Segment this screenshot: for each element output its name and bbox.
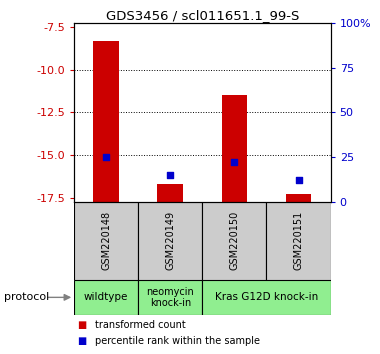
Text: protocol: protocol <box>4 292 49 302</box>
Text: ■: ■ <box>78 320 90 330</box>
Text: neomycin
knock-in: neomycin knock-in <box>146 286 194 308</box>
Bar <box>74 202 138 280</box>
Text: GSM220148: GSM220148 <box>101 211 111 270</box>
Text: transformed count: transformed count <box>95 320 186 330</box>
Text: GSM220151: GSM220151 <box>293 211 304 270</box>
Bar <box>266 202 331 280</box>
Bar <box>222 95 247 202</box>
Point <box>103 154 109 160</box>
Text: Kras G12D knock-in: Kras G12D knock-in <box>215 292 318 302</box>
Text: percentile rank within the sample: percentile rank within the sample <box>95 336 260 346</box>
Point <box>296 177 302 183</box>
Point <box>231 160 238 165</box>
Bar <box>203 280 331 315</box>
Point <box>167 172 173 178</box>
Title: GDS3456 / scl011651.1_99-S: GDS3456 / scl011651.1_99-S <box>106 9 299 22</box>
Bar <box>157 184 183 202</box>
Text: GSM220149: GSM220149 <box>165 211 175 270</box>
Bar <box>203 202 266 280</box>
Text: wildtype: wildtype <box>84 292 128 302</box>
Bar <box>74 280 138 315</box>
Text: ■: ■ <box>78 336 90 346</box>
Text: GSM220150: GSM220150 <box>230 211 239 270</box>
Bar <box>93 41 119 202</box>
Bar <box>138 202 203 280</box>
Bar <box>138 280 203 315</box>
Bar <box>286 194 311 202</box>
